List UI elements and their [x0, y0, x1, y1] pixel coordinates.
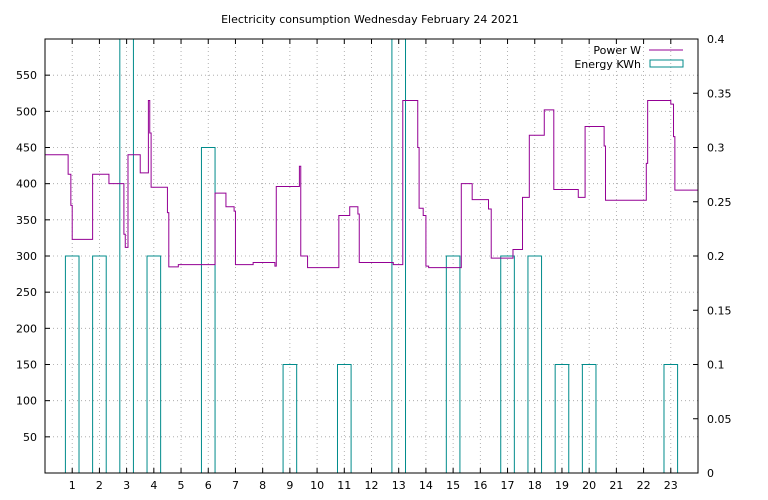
x-tick-label: 9	[286, 479, 293, 492]
x-tick-label: 5	[178, 479, 185, 492]
x-tick-label: 12	[365, 479, 379, 492]
x-tick-label: 3	[123, 479, 130, 492]
x-tick-label: 1	[69, 479, 76, 492]
right-axis-ticks: 0 0.05 0.1 0.15 0.2 0.25 0.3 0.35 0.4	[693, 33, 732, 480]
y-right-tick-label: 0.4	[707, 33, 725, 46]
x-tick-label: 11	[337, 479, 351, 492]
y-left-tick-label: 50	[23, 431, 37, 444]
y-right-tick-label: 0.3	[707, 142, 725, 155]
y-left-tick-label: 350	[16, 214, 37, 227]
left-axis-ticks: 50 100 150 200 250 300 350 400 450 500 550	[16, 69, 50, 444]
y-left-tick-label: 200	[16, 322, 37, 335]
energy-bar	[64, 255, 80, 474]
x-tick-label: 14	[419, 479, 433, 492]
y-right-tick-label: 0	[707, 467, 714, 480]
x-tick-label: 13	[392, 479, 406, 492]
y-left-tick-label: 300	[16, 250, 37, 263]
y-right-tick-label: 0.35	[707, 87, 732, 100]
energy-bar	[200, 147, 216, 474]
energy-bar	[663, 364, 679, 474]
x-tick-label: 6	[205, 479, 212, 492]
x-tick-label: 23	[664, 479, 678, 492]
y-left-tick-label: 550	[16, 69, 37, 82]
x-tick-label: 10	[310, 479, 324, 492]
y-left-tick-label: 450	[16, 142, 37, 155]
x-tick-label: 15	[446, 479, 460, 492]
y-right-tick-label: 0.2	[707, 250, 725, 263]
y-left-tick-label: 400	[16, 178, 37, 191]
y-left-tick-label: 500	[16, 105, 37, 118]
legend-energy-swatch	[649, 59, 684, 68]
chart-title: Electricity consumption Wednesday Februa…	[221, 13, 519, 26]
grid	[45, 39, 698, 473]
legend-energy-label: Energy KWh	[574, 58, 641, 71]
y-right-tick-label: 0.15	[707, 304, 732, 317]
x-tick-label: 19	[555, 479, 569, 492]
x-tick-label: 22	[637, 479, 651, 492]
y-left-tick-label: 100	[16, 395, 37, 408]
y-right-tick-label: 0.1	[707, 359, 725, 372]
x-tick-label: 18	[528, 479, 542, 492]
power-line	[45, 99, 698, 269]
energy-bar	[554, 364, 570, 474]
energy-bar	[581, 364, 597, 474]
x-tick-label: 20	[582, 479, 596, 492]
x-tick-label: 16	[473, 479, 487, 492]
legend-power-label: Power W	[593, 44, 641, 57]
x-axis-ticks: 1 2 3 4 5 6 7 8 9 10 11 12 13 14 15 16 17 18 19 20 21 22 23	[69, 39, 678, 492]
y-right-tick-label: 0.05	[707, 413, 732, 426]
x-tick-label: 21	[609, 479, 623, 492]
power-line-group	[45, 99, 698, 269]
x-tick-label: 17	[501, 479, 515, 492]
y-left-tick-label: 150	[16, 359, 37, 372]
legend: Power W Energy KWh	[574, 44, 684, 71]
x-tick-label: 2	[96, 479, 103, 492]
energy-bar	[282, 364, 298, 474]
energy-bar	[500, 255, 515, 474]
x-tick-label: 4	[150, 479, 157, 492]
energy-bar	[92, 255, 107, 474]
y-right-tick-label: 0.25	[707, 196, 732, 209]
energy-bar	[336, 364, 352, 474]
y-left-tick-label: 250	[16, 286, 37, 299]
x-tick-label: 8	[259, 479, 266, 492]
x-tick-label: 7	[232, 479, 239, 492]
